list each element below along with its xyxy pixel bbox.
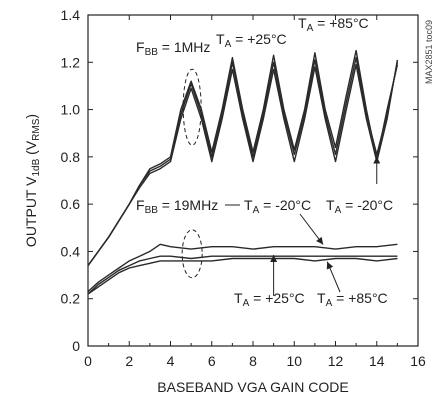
x-axis-title: BASEBAND VGA GAIN CODE: [157, 379, 348, 395]
ticks-group: 0 2 4 6 8 10 12 14 16 0 0.2 0.4 0.6 0.8 1.0 1.2 1.4: [61, 7, 426, 369]
series-line-2: [87, 59, 399, 267]
arrow-m20-top-head: [373, 156, 381, 164]
watermark: MAX2851 toc09: [424, 20, 434, 84]
series-line-4: [87, 255, 398, 295]
x-tick-label: 2: [125, 353, 133, 369]
x-tick-label: 16: [410, 353, 426, 369]
annotation-fbb-1mhz: FBB = 1MHz: [136, 39, 210, 58]
annotation-ta-p85-bot: TA = +85°C: [317, 290, 388, 309]
x-tick-label: 8: [249, 353, 257, 369]
series-line-1: [87, 56, 399, 267]
series-group: [87, 49, 399, 295]
y-tick-label: 0: [72, 338, 80, 354]
y-tick-label: 1.0: [61, 102, 81, 118]
annotation-ta-m20-a: TA = -20°C: [244, 197, 311, 216]
arrow-p85-bot-head: [326, 261, 334, 270]
y-axis-title: OUTPUT V1dB (VRMS): [23, 114, 42, 247]
x-tick-label: 6: [208, 353, 216, 369]
ellipse-19mhz: [181, 229, 203, 279]
arrow-m20-bot-head: [316, 236, 324, 245]
x-tick-label: 0: [84, 353, 92, 369]
y-tick-label: 0.6: [61, 196, 81, 212]
x-tick-label: 12: [328, 353, 344, 369]
ellipse-1mhz: [182, 68, 202, 146]
annotation-ta-p85-top: TA = +85°C: [298, 15, 369, 34]
y-tick-label: 0.4: [61, 243, 81, 259]
x-tick-label: 4: [167, 353, 175, 369]
y-tick-label: 1.4: [61, 7, 81, 23]
y-tick-label: 0.8: [61, 149, 81, 165]
y-tick-label: 1.2: [61, 54, 81, 70]
annotation-ta-p25-top: TA = +25°C: [216, 31, 287, 50]
x-tick-label: 14: [369, 353, 385, 369]
x-tick-label: 10: [286, 353, 302, 369]
arrow-p25-bot-head: [270, 254, 278, 262]
y-tick-label: 0.2: [61, 291, 81, 307]
annotation-ta-p25-bot: TA = +25°C: [234, 290, 305, 309]
annotation-ta-m20-b: TA = -20°C: [326, 197, 393, 216]
annotations-group: FBB = 1MHz TA = +25°C TA = +85°C FBB = 19MH…: [136, 15, 393, 309]
series-line-3: [87, 243, 398, 293]
annotation-fbb-19mhz: FBB = 19MHz: [136, 197, 218, 216]
